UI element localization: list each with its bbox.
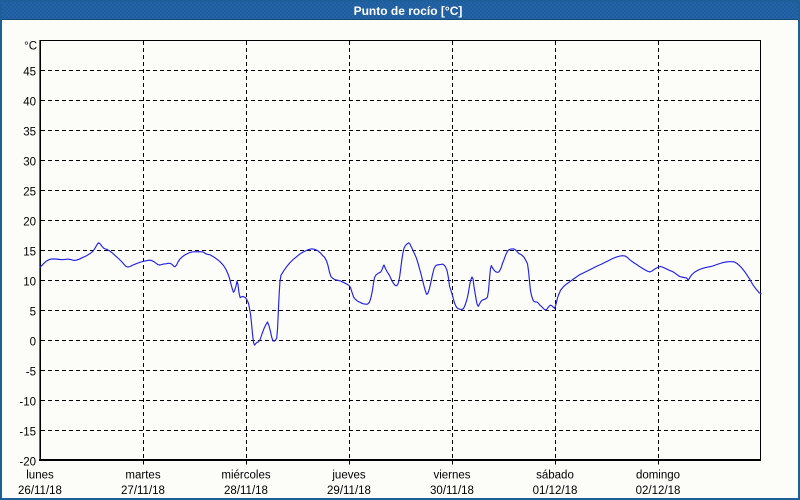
svg-text:domingo: domingo <box>636 470 680 482</box>
svg-text:30: 30 <box>23 157 36 169</box>
svg-text:02/12/18: 02/12/18 <box>636 485 681 497</box>
svg-text:45: 45 <box>23 67 36 79</box>
svg-text:27/11/18: 27/11/18 <box>121 485 165 497</box>
svg-text:35: 35 <box>23 127 36 139</box>
svg-text:10: 10 <box>23 277 36 289</box>
svg-text:01/12/18: 01/12/18 <box>533 485 578 497</box>
svg-text:Punto de rocío [°C]: Punto de rocío [°C] <box>354 4 463 18</box>
svg-text:30/11/18: 30/11/18 <box>430 485 474 497</box>
svg-text:26/11/18: 26/11/18 <box>18 485 62 497</box>
svg-text:-5: -5 <box>26 367 36 379</box>
svg-text:sábado: sábado <box>536 470 574 482</box>
svg-text:-10: -10 <box>19 397 36 409</box>
svg-text:-20: -20 <box>19 457 36 469</box>
svg-text:20: 20 <box>23 217 36 229</box>
svg-text:28/11/18: 28/11/18 <box>224 485 268 497</box>
svg-text:15: 15 <box>23 247 36 259</box>
svg-text:jueves: jueves <box>331 470 365 482</box>
svg-text:0: 0 <box>30 337 36 349</box>
svg-text:40: 40 <box>23 97 36 109</box>
svg-text:5: 5 <box>30 307 36 319</box>
svg-text:25: 25 <box>23 187 36 199</box>
svg-text:lunes: lunes <box>26 470 54 482</box>
svg-text:29/11/18: 29/11/18 <box>327 485 371 497</box>
svg-text:°C: °C <box>24 41 37 53</box>
svg-text:miércoles: miércoles <box>221 470 270 482</box>
svg-text:-15: -15 <box>19 427 36 439</box>
svg-text:viernes: viernes <box>433 470 470 482</box>
svg-text:martes: martes <box>125 470 160 482</box>
